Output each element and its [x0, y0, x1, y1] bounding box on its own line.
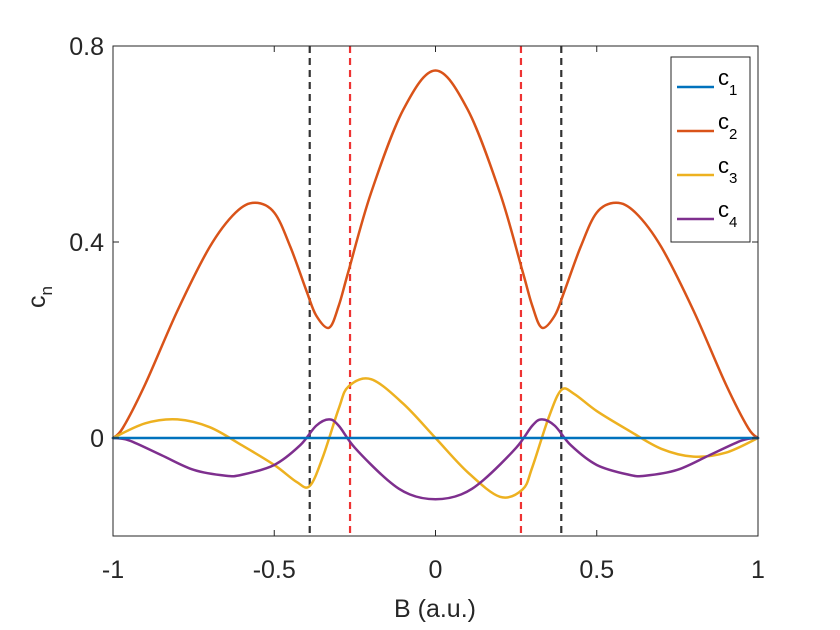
x-axis-title: B (a.u.) [394, 595, 476, 623]
y-tick-label: 0.8 [69, 33, 104, 61]
legend-label-sub: 3 [729, 170, 737, 187]
legend-label-main: c [718, 153, 729, 178]
data-series [111, 69, 760, 501]
legend-label-sub: 4 [729, 214, 737, 231]
legend-label-c2: c2 [718, 109, 737, 143]
plot-area [113, 46, 758, 536]
x-tick-label: -0.5 [253, 556, 296, 584]
x-tick-label: -1 [102, 556, 124, 584]
legend-label-c4: c4 [718, 197, 737, 231]
y-axis-ticks: 0 0.4 0.8 [69, 33, 758, 453]
y-axis-title-main: c [23, 295, 51, 308]
y-tick-label: 0 [90, 425, 104, 453]
x-axis-ticks: -1 -0.5 0 0.5 1 [102, 46, 765, 584]
x-tick-label: 0 [429, 556, 443, 584]
legend-label-main: c [718, 197, 729, 222]
y-tick-label: 0.4 [69, 229, 104, 257]
legend-label-sub: 1 [729, 82, 737, 99]
legend-label-main: c [718, 109, 729, 134]
legend-label-c3: c3 [718, 153, 737, 187]
x-tick-label: 1 [751, 556, 765, 584]
legend-label-main: c [718, 65, 729, 90]
x-tick-label: 0.5 [579, 556, 614, 584]
series-line-c4 [111, 418, 760, 501]
legend-box [670, 56, 751, 243]
legend-label-sub: 2 [729, 126, 737, 143]
y-axis-title: cn [23, 286, 56, 308]
reference-lines [308, 46, 563, 536]
legend-label-c1: c1 [718, 65, 737, 99]
series-line-c2 [111, 69, 760, 440]
y-axis-title-sub: n [37, 286, 56, 295]
